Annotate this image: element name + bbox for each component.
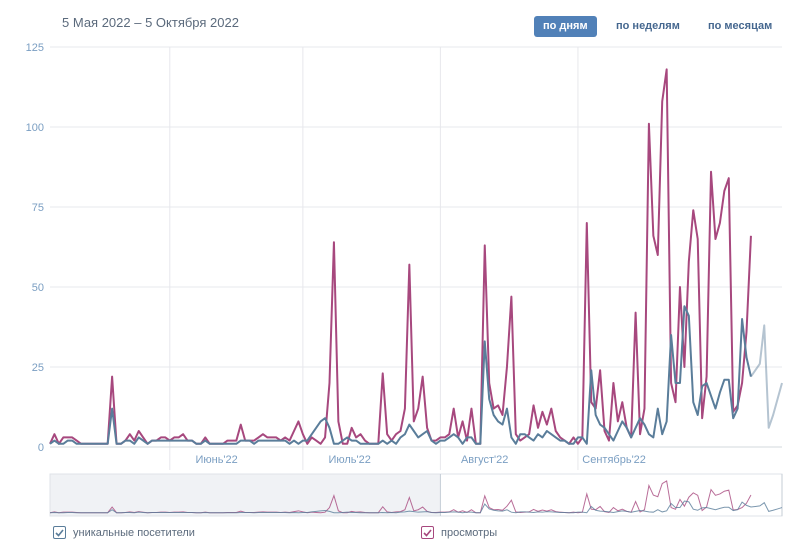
date-range: 5 Мая 2022 – 5 Октября 2022 [62, 15, 239, 30]
checkbox-unique-visitors[interactable] [53, 526, 66, 539]
x-tick-label: Июнь'22 [195, 454, 237, 466]
legend-views[interactable]: просмотры [421, 526, 497, 539]
views-chart: 0 25 50 75 100 125 Июнь'22 Июль'22 Август'22 Сен… [26, 42, 783, 517]
y-tick-label: 125 [26, 42, 44, 54]
y-tick-label: 0 [38, 442, 44, 454]
navigator-line-unique [49, 500, 783, 514]
series-partial-unique [750, 324, 783, 429]
y-tick-label: 25 [32, 362, 44, 374]
y-tick-label: 50 [32, 282, 44, 294]
by-months-button[interactable]: по месяцам [708, 20, 773, 32]
by-weeks-button[interactable]: по неделям [616, 20, 680, 32]
x-tick-label: Сентябрь'22 [582, 454, 646, 466]
y-tick-label: 100 [26, 122, 44, 134]
legend-label-views: просмотры [441, 526, 498, 539]
x-tick-label: Август'22 [461, 454, 508, 466]
checkbox-views[interactable] [421, 526, 434, 539]
series-line-views [49, 68, 752, 445]
by-days-button[interactable]: по дням [534, 16, 597, 37]
legend-unique-visitors[interactable]: уникальные посетители [53, 526, 195, 539]
legend-label-unique: уникальные посетители [73, 526, 195, 539]
x-tick-label: Июль'22 [328, 454, 370, 466]
y-tick-label: 75 [32, 202, 44, 214]
navigator-mask [50, 474, 441, 516]
series-line-unique [49, 305, 752, 445]
